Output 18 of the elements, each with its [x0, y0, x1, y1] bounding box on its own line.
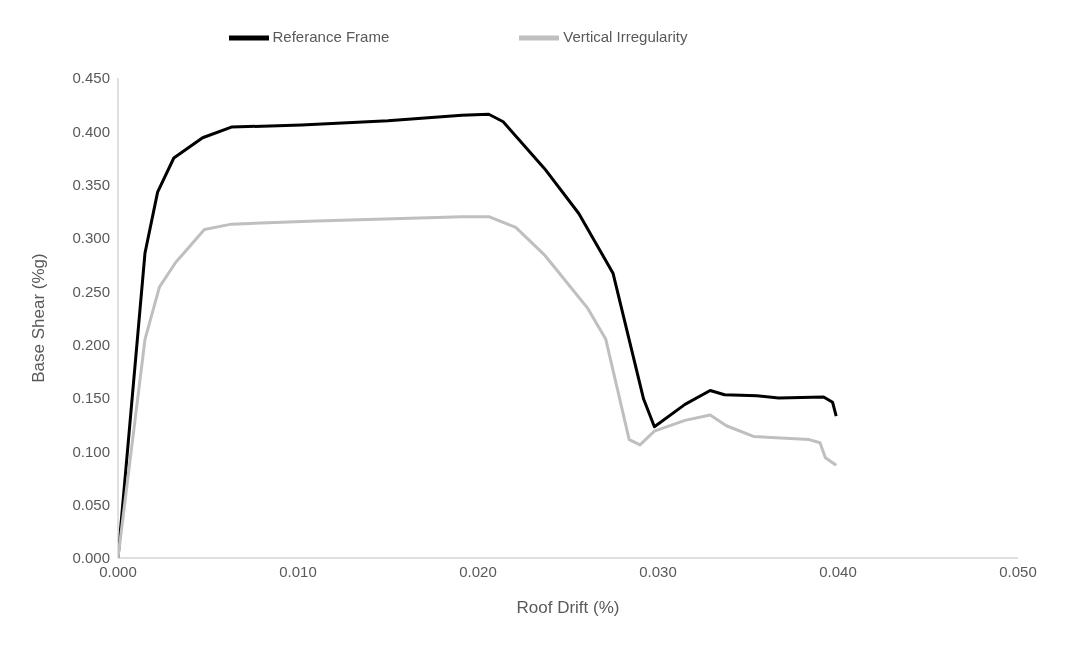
x-tick-label: 0.050	[999, 562, 1037, 580]
y-tick-label: 0.300	[72, 229, 110, 247]
y-tick-label: 0.050	[72, 495, 110, 513]
y-tick-label: 0.250	[72, 282, 110, 300]
x-tick-label: 0.020	[459, 562, 497, 580]
y-tick-label: 0.400	[72, 122, 110, 140]
legend-label: Referance Frame	[272, 27, 390, 45]
legend-label: Vertical Irregularity	[563, 27, 688, 45]
y-tick-label: 0.350	[72, 175, 110, 193]
y-axis-title: Base Shear (%g)	[29, 253, 49, 383]
x-tick-label: 0.030	[639, 562, 677, 580]
x-axis-title: Roof Drift (%)	[516, 598, 620, 617]
y-tick-label: 0.150	[72, 389, 110, 407]
y-tick-label: 0.200	[72, 335, 110, 353]
x-tick-label: 0.010	[279, 562, 317, 580]
y-tick-label: 0.450	[72, 69, 110, 87]
x-tick-label: 0.040	[819, 562, 857, 580]
y-tick-label: 0.100	[72, 442, 110, 460]
